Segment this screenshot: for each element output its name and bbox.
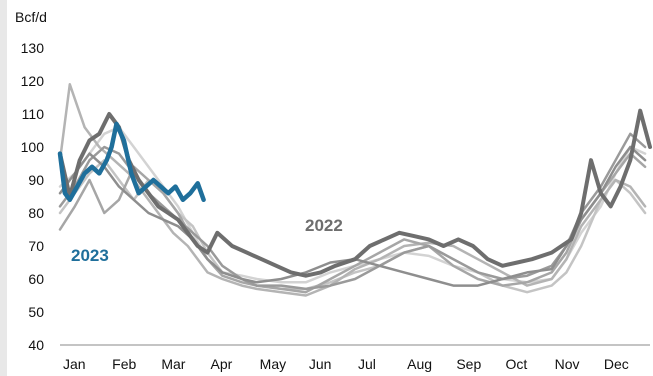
x-tick-label: Mar xyxy=(161,356,185,372)
left-edge-bar xyxy=(0,0,7,376)
x-tick-label: May xyxy=(260,356,286,372)
x-tick-label: Jun xyxy=(309,356,332,372)
y-tick-label: 110 xyxy=(22,106,45,122)
y-axis-ticks: 40 50 60 70 80 90 100 110 120 130 xyxy=(21,40,45,353)
series-line-5 xyxy=(58,145,647,287)
y-tick-label: 50 xyxy=(28,304,44,320)
annotation-2023: 2023 xyxy=(71,246,109,265)
x-tick-label: Sep xyxy=(456,356,481,372)
y-tick-label: 130 xyxy=(21,40,45,56)
y-tick-label: 70 xyxy=(28,238,44,254)
x-tick-label: Oct xyxy=(506,356,528,372)
x-tick-label: Aug xyxy=(407,356,432,372)
series-line-7 xyxy=(57,121,206,203)
series-lines xyxy=(57,83,652,297)
y-tick-label: 60 xyxy=(28,271,44,287)
x-tick-label: Dec xyxy=(604,356,629,372)
x-axis-ticks: Jan Feb Mar Apr May Jun Jul Aug Sep Oct Nov Dec xyxy=(63,356,629,372)
annotation-2022: 2022 xyxy=(305,216,343,235)
y-tick-label: 90 xyxy=(28,172,44,188)
y-unit-label: Bcf/d xyxy=(15,9,47,25)
series-line-6 xyxy=(58,108,652,278)
y-tick-label: 120 xyxy=(21,73,45,89)
y-tick-label: 100 xyxy=(21,139,45,155)
x-tick-label: Nov xyxy=(555,356,580,372)
x-tick-label: Jan xyxy=(63,356,86,372)
x-tick-label: Jul xyxy=(358,356,376,372)
x-tick-label: Apr xyxy=(211,356,233,372)
y-tick-label: 40 xyxy=(28,337,44,353)
x-tick-label: Feb xyxy=(112,356,136,372)
series-line-3 xyxy=(58,152,647,294)
y-tick-label: 80 xyxy=(28,205,44,221)
